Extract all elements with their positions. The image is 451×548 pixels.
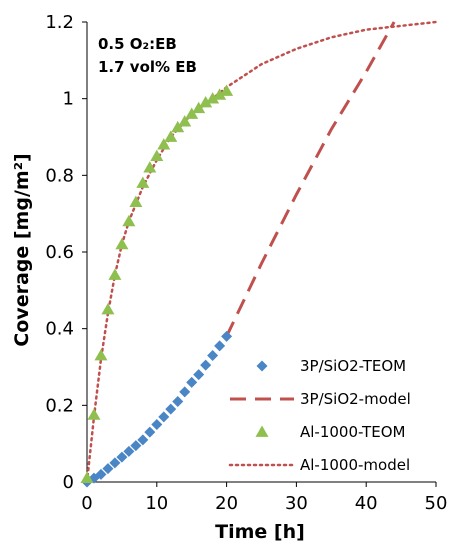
data-point-al-1000-teom (220, 84, 234, 96)
y-tick-label: 0.8 (45, 165, 74, 186)
data-point-al-1000-teom (192, 101, 206, 114)
data-point-al-1000-teom (108, 268, 122, 280)
x-tick-label: 20 (215, 493, 238, 514)
x-axis-title: Time [h] (215, 521, 305, 543)
series-3p-sio2-teom (81, 330, 233, 488)
y-tick-label: 1 (63, 89, 74, 110)
data-point-al-1000-teom (143, 161, 157, 173)
annotation-ratio: 0.5 O₂:EB (98, 35, 177, 53)
data-point-al-1000-teom (136, 176, 150, 188)
legend-label-3p-sio2-model: 3P/SiO2-model (300, 390, 411, 408)
y-tick-label: 0.2 (45, 395, 74, 416)
data-point-al-1000-teom (164, 130, 178, 142)
data-point-3p-sio2-teom (144, 426, 156, 438)
legend: 3P/SiO2-TEOM 3P/SiO2-model Al-1000-TEOM Al-… (228, 357, 411, 474)
data-point-3p-sio2-teom (123, 445, 135, 457)
annotation-ebvol: 1.7 vol% EB (98, 58, 197, 76)
data-point-al-1000-teom (101, 303, 115, 315)
y-tick-label: 0.6 (45, 242, 74, 263)
data-point-3p-sio2-teom (95, 468, 107, 480)
data-point-al-1000-teom (199, 96, 213, 108)
x-tick-label: 40 (355, 493, 378, 514)
legend-label-3p-sio2-teom: 3P/SiO2-TEOM (300, 357, 406, 375)
data-point-3p-sio2-teom (158, 411, 170, 423)
data-point-3p-sio2-teom (137, 434, 149, 446)
data-point-3p-sio2-teom (207, 350, 219, 361)
x-tick-label: 10 (145, 493, 168, 514)
legend-marker-al-1000-teom (255, 425, 269, 437)
data-point-al-1000-teom (150, 149, 164, 162)
data-point-al-1000-teom (87, 408, 101, 420)
y-tick-label: 0.4 (45, 319, 74, 340)
y-tick-label: 1.2 (45, 12, 74, 33)
data-point-3p-sio2-teom (186, 376, 198, 388)
data-point-3p-sio2-teom (109, 457, 121, 469)
data-point-al-1000-teom (178, 115, 192, 127)
series-line-3p-sio2-model (225, 21, 396, 337)
data-point-3p-sio2-teom (102, 463, 114, 475)
axes: 0 10 20 30 40 50 0 0.2 0.4 0.6 0.8 1 1.2 (45, 12, 447, 514)
data-point-al-1000-teom (185, 107, 199, 119)
legend-label-al-1000-model: Al-1000-model (300, 456, 410, 474)
data-point-3p-sio2-teom (151, 419, 163, 430)
series-line-al-1000-model (87, 20, 438, 482)
data-point-al-1000-teom (122, 214, 136, 227)
legend-label-al-1000-teom: Al-1000-TEOM (300, 423, 405, 441)
data-point-al-1000-teom (129, 195, 143, 208)
annotations: 0.5 O₂:EB 1.7 vol% EB (98, 35, 197, 76)
data-point-3p-sio2-teom (179, 386, 191, 398)
data-point-3p-sio2-teom (221, 330, 233, 342)
data-point-3p-sio2-teom (130, 440, 142, 452)
data-point-al-1000-teom (206, 92, 220, 104)
data-point-al-1000-teom (213, 88, 227, 100)
data-point-3p-sio2-teom (193, 369, 205, 381)
data-point-al-1000-teom (157, 138, 171, 150)
data-point-al-1000-teom (80, 471, 94, 484)
data-point-al-1000-teom (171, 120, 185, 133)
data-point-3p-sio2-teom (116, 451, 128, 463)
data-point-3p-sio2-teom (172, 396, 184, 407)
data-point-3p-sio2-teom (214, 340, 226, 352)
y-tick-label: 0 (63, 472, 74, 493)
data-point-3p-sio2-teom (165, 403, 177, 415)
legend-marker-3p-sio2-teom (256, 360, 268, 372)
x-tick-label: 50 (425, 493, 448, 514)
data-point-3p-sio2-teom (200, 359, 212, 371)
data-point-al-1000-teom (115, 237, 129, 250)
x-tick-label: 0 (81, 493, 92, 514)
series-al-1000-teom (80, 84, 234, 484)
data-point-al-1000-teom (94, 349, 108, 361)
x-tick-label: 30 (285, 493, 308, 514)
plot-area (80, 20, 438, 488)
y-axis-title: Coverage [mg/m²] (11, 153, 33, 346)
